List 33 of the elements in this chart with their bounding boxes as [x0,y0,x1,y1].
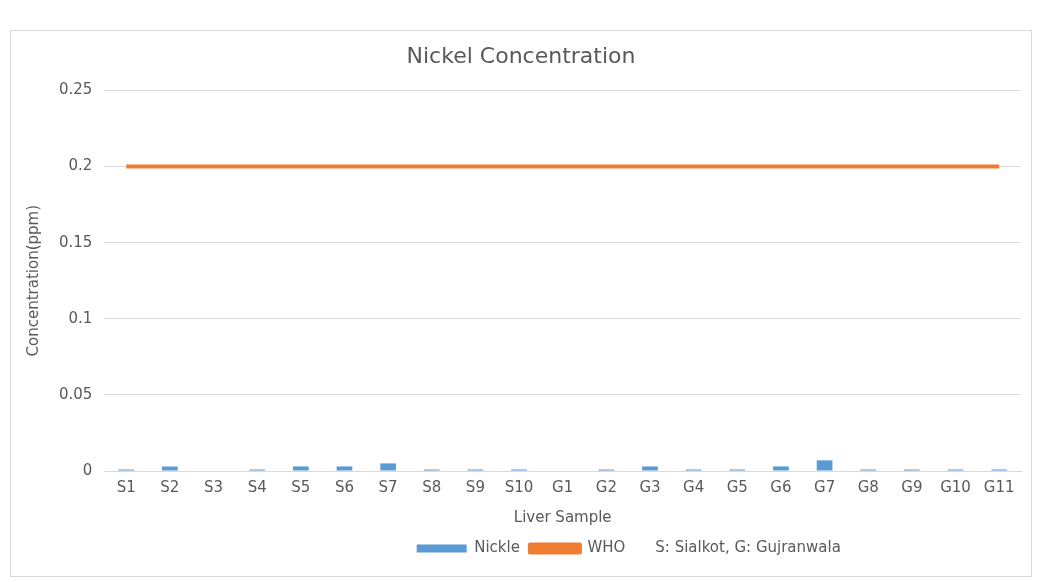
x-tick-label: G8 [857,477,879,496]
x-tick-label: S3 [203,477,224,496]
y-tick-label: 0.1 [68,308,93,327]
x-tick-label: G2 [595,477,617,496]
y-axis-title: Concentration(ppm) [23,204,42,357]
x-tick-label: G10 [940,477,971,496]
x-tick-label: S5 [291,477,311,496]
x-tick-label: G4 [683,477,705,496]
legend-label: WHO [587,538,626,557]
text: S: Sialkot, G: Gujranwala [655,538,841,557]
y-tick-label: 0.2 [68,156,93,175]
x-tick-label: S7 [378,477,398,496]
x-tick-label: G3 [639,477,661,496]
x-tick-label: S8 [422,477,442,496]
chart-title: Nickel Concentration [406,42,636,68]
x-tick-label: S9 [465,477,485,496]
y-tick-label: 0.05 [58,384,93,403]
x-tick-label: G7 [814,477,836,496]
x-axis-title: Liver Sample [513,507,612,526]
x-tick-label: S4 [247,477,267,496]
x-tick-label: S2 [160,477,180,496]
x-tick-label: G9 [901,477,923,496]
y-tick-label: 0 [82,460,93,479]
x-tick-label: G5 [726,477,748,496]
y-tick-label: 0.25 [58,80,93,99]
x-tick-label: S1 [116,477,136,496]
y-tick-label: 0.15 [58,232,93,251]
x-tick-label: G1 [552,477,574,496]
legend-label: Nickle [474,538,520,557]
x-tick-label: G11 [983,477,1015,496]
x-tick-label: S10 [504,477,534,496]
x-tick-label: S6 [334,477,354,496]
x-tick-label: G6 [770,477,792,496]
